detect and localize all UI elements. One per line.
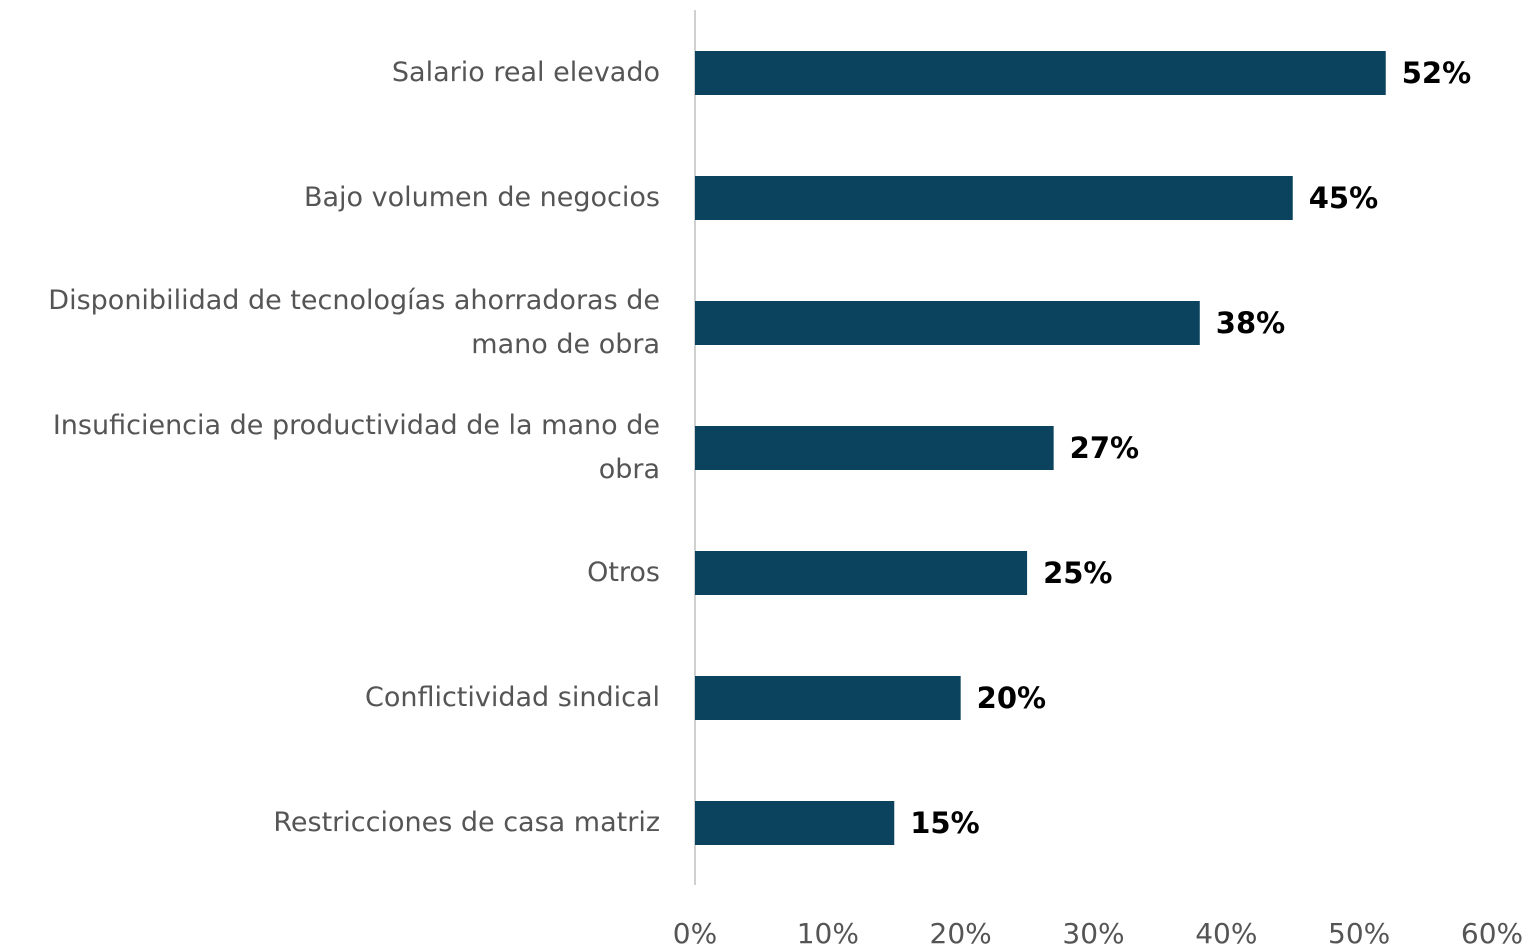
bar xyxy=(695,551,1028,595)
category-label: Disponibilidad de tecnologías ahorradora… xyxy=(48,285,660,360)
x-tick-label: 0% xyxy=(673,917,717,948)
bar xyxy=(695,801,895,845)
category-label: Salario real elevado xyxy=(391,57,660,88)
category-label: Bajo volumen de negocios xyxy=(303,182,660,213)
value-label: 15% xyxy=(910,806,979,840)
bar xyxy=(695,51,1386,95)
x-tick-label: 10% xyxy=(797,917,859,948)
value-label: 27% xyxy=(1070,431,1139,465)
x-tick-label: 40% xyxy=(1195,917,1257,948)
category-label: Otros xyxy=(587,557,660,588)
value-label: 52% xyxy=(1402,56,1471,90)
x-tick-label: 60% xyxy=(1461,917,1523,948)
value-label: 20% xyxy=(977,681,1046,715)
x-tick-label: 50% xyxy=(1328,917,1390,948)
value-label: 25% xyxy=(1043,556,1112,590)
category-label: Conflictividad sindical xyxy=(364,682,660,713)
x-tick-label: 20% xyxy=(930,917,992,948)
category-label: Insuficiencia de productividad de la man… xyxy=(52,410,660,485)
value-label: 45% xyxy=(1309,181,1378,215)
value-label: 38% xyxy=(1216,306,1285,340)
x-tick-label: 30% xyxy=(1062,917,1124,948)
category-label: Restricciones de casa matriz xyxy=(273,807,660,838)
bar xyxy=(695,176,1293,220)
bar xyxy=(695,676,961,720)
bar xyxy=(695,426,1054,470)
bar xyxy=(695,301,1200,345)
